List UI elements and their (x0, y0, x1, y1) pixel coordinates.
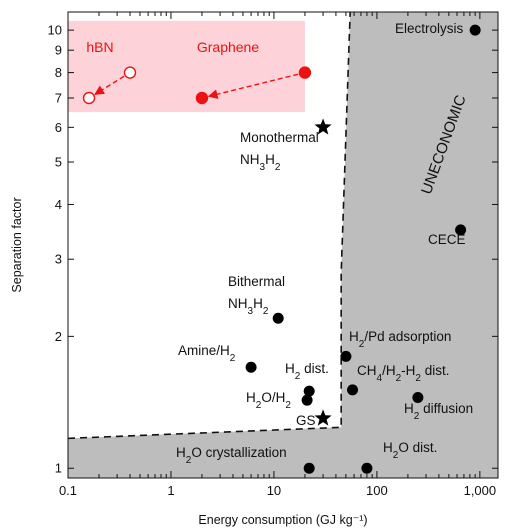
data-point (347, 384, 359, 396)
data-point (303, 462, 315, 474)
point-label: H2/Pd adsorption (349, 329, 451, 350)
y-tick-label: 6 (55, 120, 62, 135)
uneconomic-boundary (67, 11, 351, 440)
y-tick-label: 8 (55, 65, 62, 80)
point-label: H2O crystallization (176, 445, 287, 466)
x-tick-label: 1 (167, 483, 174, 498)
point-label: NH3H2 (228, 296, 269, 317)
data-point-star (314, 409, 332, 426)
point-label: GS (296, 413, 316, 428)
point-label: H2 dist. (285, 361, 329, 382)
y-tick-label: 1 (55, 461, 62, 476)
x-tick-label: 1,000 (464, 483, 497, 498)
point-label: CECE (428, 232, 466, 247)
data-point (455, 224, 467, 236)
y-tick-label: 3 (55, 252, 62, 267)
data-point (301, 394, 313, 406)
y-tick-label: 10 (48, 23, 62, 38)
series-point (123, 66, 137, 79)
series-point (298, 66, 312, 79)
data-point (245, 361, 257, 373)
plot-frame (67, 11, 499, 479)
y-tick-label: 7 (55, 90, 62, 105)
data-point (303, 385, 315, 397)
series-arrow (94, 75, 125, 95)
new-material-region (68, 20, 305, 113)
point-label: CH4/H2-H2 dist. (357, 363, 449, 384)
data-point (412, 392, 424, 404)
point-label: Amine/H2 (178, 343, 236, 364)
series-arrow (207, 73, 299, 99)
y-tick-label: 5 (55, 155, 62, 170)
series-point (82, 91, 96, 105)
series-label: hBN (86, 39, 113, 55)
series-point (195, 91, 209, 105)
series-label: Graphene (197, 39, 259, 55)
point-label: H2O dist. (383, 440, 437, 461)
data-point (361, 462, 373, 474)
point-label: Electrolysis (395, 21, 464, 36)
y-tick-label: 4 (55, 197, 62, 212)
uneconomic-region (68, 12, 498, 478)
point-label: H2 diffusion (404, 401, 473, 422)
data-point (469, 24, 481, 36)
y-tick-label: 2 (55, 329, 62, 344)
point-label: NH3H2 (240, 152, 281, 173)
data-point (340, 350, 352, 362)
data-point-star (314, 118, 332, 135)
y-axis-title: Separation factor (10, 197, 24, 292)
x-tick-label: 10 (267, 483, 281, 498)
x-tick-label: 100 (366, 483, 388, 498)
x-axis-title: Energy consumption (GJ kg⁻¹) (198, 513, 367, 527)
data-point (272, 312, 284, 324)
point-label: Monothermal (240, 130, 319, 145)
x-tick-label: 0.1 (59, 483, 77, 498)
y-tick-label: 9 (55, 43, 62, 58)
point-label: H2O/H2 (246, 390, 291, 411)
point-label: Bithermal (228, 274, 285, 289)
